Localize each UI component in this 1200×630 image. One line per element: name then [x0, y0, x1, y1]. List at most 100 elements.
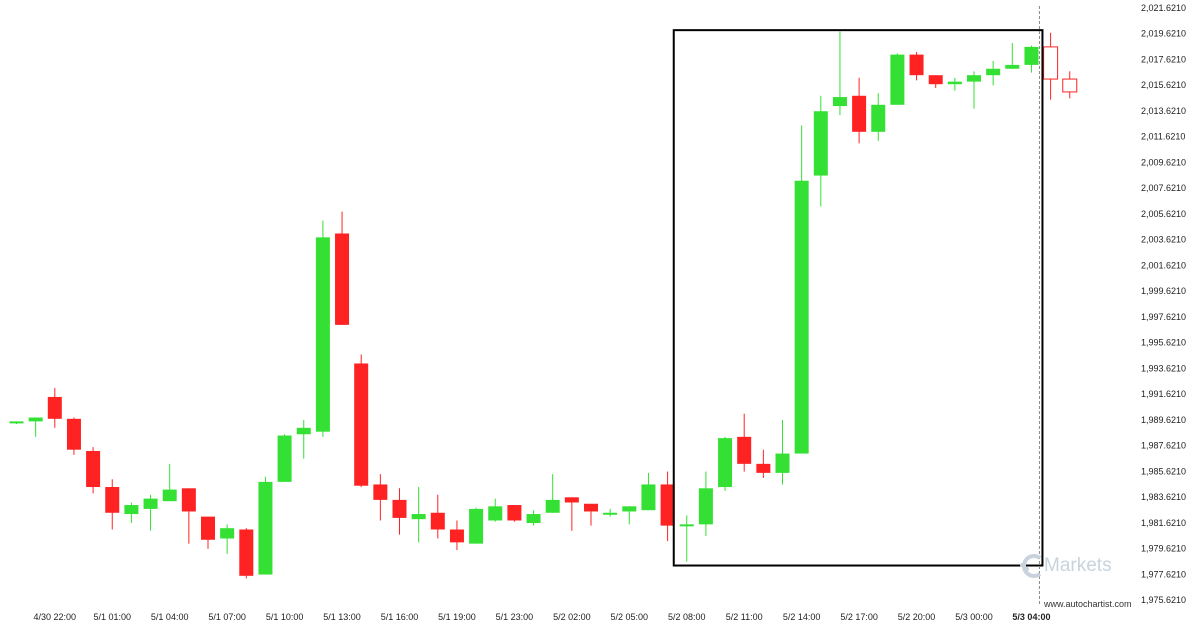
candle-body: [469, 508, 484, 544]
candle-body: [603, 512, 618, 515]
candle: [986, 61, 1001, 86]
candle-body: [794, 180, 809, 454]
candle: [698, 471, 713, 536]
candle-body: [430, 512, 445, 530]
x-tick-label: 5/3 00:00: [955, 612, 993, 622]
y-tick-label: 1,975.6210: [1141, 595, 1186, 605]
candle-body: [220, 528, 235, 539]
x-tick-label: 5/2 02:00: [553, 612, 591, 622]
x-tick-label: 5/2 20:00: [898, 612, 936, 622]
candle-body: [871, 104, 886, 132]
candle-body: [296, 427, 311, 435]
candle: [737, 413, 752, 472]
candle-body: [239, 529, 254, 576]
candle-body: [258, 481, 273, 575]
x-tick-label: 5/2 17:00: [840, 612, 878, 622]
candle: [947, 77, 962, 91]
candle: [564, 497, 579, 531]
candle: [66, 417, 81, 455]
candle: [832, 31, 847, 116]
candle: [507, 505, 522, 522]
x-tick-label: 5/1 19:00: [438, 612, 476, 622]
candle-body: [28, 417, 43, 422]
y-tick-label: 2,015.6210: [1141, 80, 1186, 90]
candle: [201, 516, 215, 549]
candle: [775, 420, 790, 485]
candle: [1043, 32, 1059, 100]
y-tick-label: 2,021.6210: [1141, 3, 1186, 13]
candle: [335, 211, 350, 325]
candle-body: [392, 499, 407, 518]
candle-body: [1024, 46, 1039, 65]
y-tick-label: 2,013.6210: [1141, 106, 1186, 116]
y-tick-label: 2,017.6210: [1141, 54, 1186, 64]
candle: [622, 506, 637, 525]
candle: [928, 75, 943, 89]
candle: [47, 387, 62, 428]
y-axis-labels: 2,021.6210 2,019.6210 2,017.6210 2,015.6210…: [1141, 3, 1186, 605]
y-tick-label: 1,989.6210: [1141, 415, 1186, 425]
y-tick-label: 2,003.6210: [1141, 235, 1186, 245]
x-tick-label: 5/1 01:00: [93, 612, 131, 622]
candle: [411, 487, 426, 543]
candle-body: [1043, 46, 1059, 80]
candle: [449, 520, 464, 551]
candle-body: [143, 498, 158, 509]
candle-body: [584, 503, 598, 512]
x-tick-label: 5/2 05:00: [611, 612, 649, 622]
candle: [1024, 45, 1039, 73]
y-tick-label: 1,997.6210: [1141, 312, 1186, 322]
candle-body: [315, 237, 330, 432]
pattern-highlight-box: [672, 29, 1044, 567]
candle: [162, 463, 177, 502]
candle-body: [47, 396, 62, 419]
candle: [679, 515, 694, 562]
y-tick-label: 1,987.6210: [1141, 441, 1186, 451]
candle: [469, 507, 484, 544]
candle-body: [181, 488, 196, 512]
candle-body: [449, 529, 464, 543]
candle-body: [124, 505, 139, 515]
y-tick-label: 1,981.6210: [1141, 518, 1186, 528]
candle-body: [622, 506, 637, 512]
candle-body: [890, 54, 905, 105]
candle-body: [909, 54, 924, 76]
candle: [813, 95, 828, 207]
candle: [296, 420, 311, 459]
candle: [718, 436, 733, 491]
candle-body: [488, 506, 503, 521]
y-tick-label: 1,991.6210: [1141, 389, 1186, 399]
candle: [143, 494, 158, 531]
y-tick-label: 1,983.6210: [1141, 492, 1186, 502]
candle-body: [813, 111, 828, 176]
candle-body: [698, 488, 713, 525]
candle: [373, 474, 388, 521]
x-axis-labels: 4/30 22:00 5/1 01:00 5/1 04:00 5/1 07:00 5/1…: [34, 612, 1051, 622]
candle: [124, 502, 139, 524]
credit-url: www.autochartist.com: [1043, 599, 1132, 609]
candle: [181, 488, 196, 544]
candle-body: [277, 435, 292, 482]
y-tick-label: 2,007.6210: [1141, 183, 1186, 193]
candle: [890, 53, 905, 105]
candle: [526, 510, 541, 526]
candle-body: [354, 363, 369, 486]
x-tick-label: 5/1 16:00: [381, 612, 419, 622]
candle: [603, 508, 618, 517]
candle-body: [564, 497, 579, 503]
x-tick-label: 4/30 22:00: [34, 612, 77, 622]
y-tick-label: 1,995.6210: [1141, 338, 1186, 348]
candle: [277, 434, 292, 482]
candle: [1005, 43, 1020, 69]
x-tick-label: 5/1 10:00: [266, 612, 304, 622]
x-tick-label: 5/3 04:00: [1012, 612, 1050, 622]
y-tick-label: 1,985.6210: [1141, 466, 1186, 476]
watermark-logo: Markets: [1020, 554, 1112, 578]
candle-body: [641, 484, 656, 511]
candle-body: [737, 436, 752, 464]
candle-body: [86, 450, 101, 488]
candle-body: [775, 453, 790, 473]
candle: [967, 71, 981, 109]
y-tick-label: 2,009.6210: [1141, 157, 1186, 167]
x-tick-label: 5/2 14:00: [783, 612, 821, 622]
